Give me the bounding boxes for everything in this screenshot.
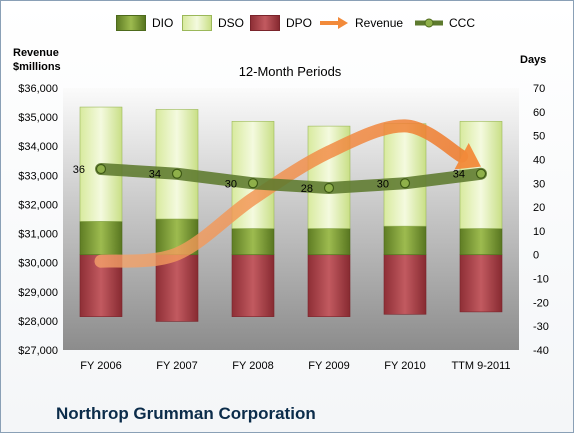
revenue-line <box>94 119 469 268</box>
legend: DIO DSO DPO Revenue CCC <box>1 11 573 35</box>
ccc-point <box>399 178 411 189</box>
legend-item-revenue: Revenue <box>319 11 403 35</box>
dpo-bar <box>231 254 275 317</box>
chart-title: 12-Month Periods <box>239 64 342 79</box>
ccc-point <box>247 178 259 189</box>
left-tick-label: $30,000 <box>18 258 58 270</box>
right-tick-label: -30 <box>533 321 549 333</box>
category-label: FY 2009 <box>308 360 349 372</box>
legend-swatch-dio <box>116 15 146 31</box>
ccc-data-label: 34 <box>149 169 161 181</box>
left-tick-label: $31,000 <box>18 229 58 241</box>
legend-swatch-ccc <box>415 18 443 28</box>
dpo-bar <box>383 254 427 315</box>
right-tick-label: 60 <box>533 107 545 119</box>
company-title: Northrop Grumman Corporation <box>56 404 316 423</box>
dpo-bar <box>307 254 351 317</box>
right-tick-label: 30 <box>533 178 545 190</box>
left-tick-label: $36,000 <box>18 83 58 95</box>
left-axis-title: Revenue $millions <box>13 46 61 74</box>
category-label: FY 2006 <box>80 360 121 372</box>
ccc-data-label: 30 <box>377 178 389 190</box>
legend-label-dso: DSO <box>218 16 245 30</box>
right-tick-label: -40 <box>533 345 549 357</box>
ccc-point <box>171 168 183 179</box>
legend-label-dpo: DPO <box>286 16 313 30</box>
right-tick-label: -20 <box>533 297 549 309</box>
left-tick-label: $34,000 <box>18 141 58 153</box>
category-label: FY 2008 <box>232 360 273 372</box>
left-tick-label: $32,000 <box>18 199 58 211</box>
ccc-data-label: 36 <box>73 164 85 176</box>
left-tick-label: $33,000 <box>18 170 58 182</box>
ccc-data-label: 28 <box>301 183 313 195</box>
left-tick-label: $35,000 <box>18 112 58 124</box>
dio-bar <box>79 221 123 256</box>
legend-swatch-revenue <box>320 17 348 29</box>
left-tick-label: $28,000 <box>18 316 58 328</box>
left-axis-title-line2: $millions <box>13 61 61 73</box>
category-label: FY 2007 <box>156 360 197 372</box>
right-tick-label: 40 <box>533 154 545 166</box>
dso-bar <box>155 109 199 220</box>
ccc-line <box>95 162 487 195</box>
right-tick-label: -10 <box>533 274 549 286</box>
left-tick-label: $29,000 <box>18 287 58 299</box>
dio-bar <box>383 225 427 256</box>
revenue-layer <box>94 119 481 268</box>
revenue-arrowhead <box>454 142 481 170</box>
legend-item-dso: DSO <box>182 11 244 35</box>
legend-item-dio: DIO <box>116 11 173 35</box>
dio-bar <box>307 228 351 256</box>
category-label: TTM 9-2011 <box>451 360 510 372</box>
legend-label-dio: DIO <box>152 16 174 30</box>
dso-bar <box>383 123 427 227</box>
legend-item-ccc: CCC <box>415 11 475 35</box>
ccc-data-label: 34 <box>453 169 465 181</box>
axis-layer: $27,000 $28,000 $29,000 $30,000 $31,000 $32,0… <box>18 83 549 372</box>
ccc-point <box>95 163 107 175</box>
dpo-bar <box>155 254 199 322</box>
plot-area <box>63 88 519 350</box>
left-tick-label: $27,000 <box>18 345 58 357</box>
right-axis-title: Days <box>520 54 547 66</box>
right-tick-label: 20 <box>533 202 545 214</box>
dpo-bar <box>459 254 503 313</box>
left-axis-title-line1: Revenue <box>13 47 59 59</box>
legend-swatch-dpo <box>250 15 280 31</box>
dio-bar <box>459 228 503 256</box>
right-tick-label: 0 <box>533 250 539 262</box>
right-tick-label: 50 <box>533 131 545 143</box>
legend-label-ccc: CCC <box>449 16 475 30</box>
legend-label-revenue: Revenue <box>355 16 404 30</box>
dio-bar <box>231 228 275 256</box>
ccc-point <box>475 168 487 179</box>
right-tick-label: 10 <box>533 226 545 238</box>
ccc-layer: 36 34 30 28 30 34 <box>73 162 487 195</box>
legend-item-dpo: DPO <box>250 11 312 35</box>
ccc-point <box>323 182 335 194</box>
category-label: FY 2010 <box>384 360 425 372</box>
ccc-data-label: 30 <box>225 178 237 190</box>
legend-swatch-dso <box>182 15 212 31</box>
right-tick-label: 70 <box>533 83 545 95</box>
